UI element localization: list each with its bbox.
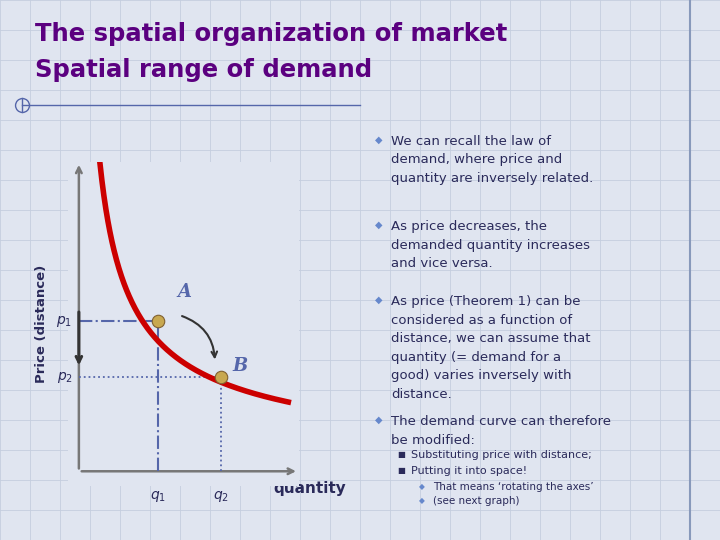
Text: ◆: ◆: [375, 135, 382, 145]
Text: B: B: [233, 357, 248, 375]
Text: As price decreases, the
demanded quantity increases
and vice versa.: As price decreases, the demanded quantit…: [391, 220, 590, 270]
Text: The spatial organization of market: The spatial organization of market: [35, 22, 508, 46]
Text: $q_2$: $q_2$: [213, 489, 229, 504]
Text: That means ‘rotating the axes’: That means ‘rotating the axes’: [433, 482, 593, 492]
Text: Spatial range of demand: Spatial range of demand: [35, 58, 372, 82]
Text: ■: ■: [397, 466, 405, 475]
Text: (see next graph): (see next graph): [433, 496, 520, 506]
Text: As price (Theorem 1) can be
considered as a function of
distance, we can assume : As price (Theorem 1) can be considered a…: [391, 295, 590, 401]
Text: Putting it into space!: Putting it into space!: [411, 466, 527, 476]
Text: The demand curve can therefore
be modified:: The demand curve can therefore be modifi…: [391, 415, 611, 447]
Text: ◆: ◆: [375, 295, 382, 305]
Text: $q_1$: $q_1$: [150, 489, 166, 504]
Text: We can recall the law of
demand, where price and
quantity are inversely related.: We can recall the law of demand, where p…: [391, 135, 593, 185]
Text: ■: ■: [397, 450, 405, 459]
Text: $p_1$: $p_1$: [56, 314, 73, 328]
Text: ◆: ◆: [419, 496, 425, 505]
Text: Price (distance): Price (distance): [35, 265, 48, 383]
Text: ◆: ◆: [375, 220, 382, 230]
Text: ◆: ◆: [419, 482, 425, 491]
Text: quantity: quantity: [274, 481, 346, 496]
Text: ◆: ◆: [375, 415, 382, 425]
Text: A: A: [177, 284, 192, 301]
Text: $p_2$: $p_2$: [56, 369, 73, 384]
Text: Substituting price with distance;: Substituting price with distance;: [411, 450, 592, 460]
